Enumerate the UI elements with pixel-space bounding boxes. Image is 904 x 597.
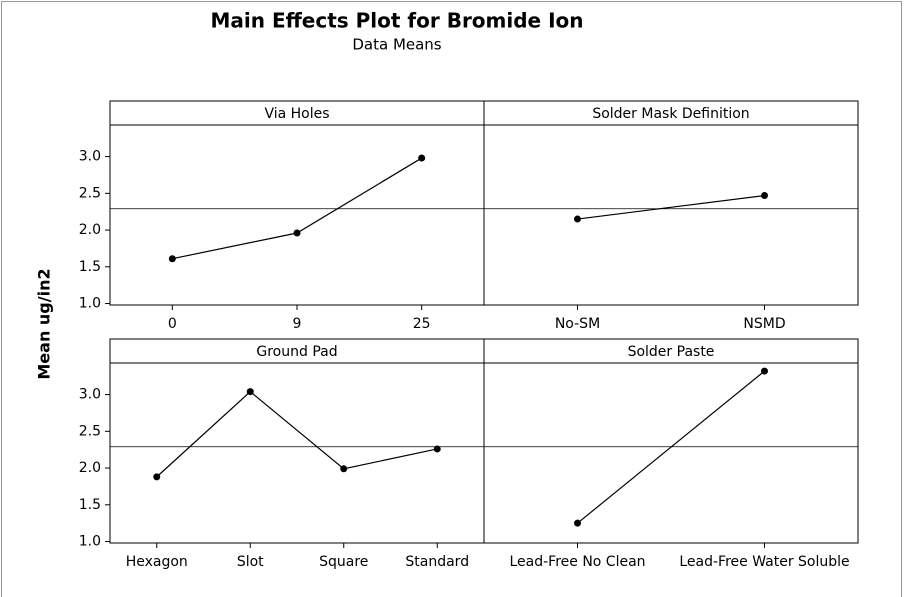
point (293, 229, 301, 237)
effect-line (156, 390, 438, 478)
panel-header (109, 100, 485, 126)
point (574, 519, 581, 527)
panel-header (483, 100, 859, 126)
y-tick-label: 3.0 (79, 387, 101, 403)
panel-title: Solder Paste (628, 344, 715, 360)
point (340, 465, 348, 473)
point (153, 473, 161, 481)
plot-area (109, 362, 485, 544)
y-tick-label: 2.0 (79, 222, 101, 238)
x-tick-label: Lead-Free No Clean (509, 554, 645, 570)
point (761, 192, 768, 200)
point (168, 255, 176, 263)
point (433, 445, 441, 453)
y-tick-label: 1.5 (79, 497, 101, 513)
y-tick-label: 2.5 (79, 423, 101, 439)
effect-line (577, 370, 765, 524)
plot-area (109, 124, 485, 306)
y-axis-label: Mean ug/in2 (35, 268, 54, 379)
y-tick-label: 2.0 (79, 460, 101, 476)
point (574, 215, 581, 223)
y-tick-label: 2.5 (79, 185, 101, 201)
panel-title: Via Holes (264, 106, 329, 122)
y-tick-label: 1.0 (79, 296, 101, 312)
y-tick-label: 1.0 (79, 534, 101, 550)
x-tick-label: Hexagon (126, 554, 188, 570)
x-tick-label: No-SM (555, 316, 600, 332)
chart-title: Main Effects Plot for Bromide Ion (210, 9, 583, 33)
point (418, 154, 426, 162)
x-tick-label: Standard (405, 554, 469, 570)
point (246, 388, 254, 396)
y-tick-label: 1.5 (79, 259, 101, 275)
x-tick-label: Square (319, 554, 368, 570)
point (761, 367, 768, 375)
panel-title: Solder Mask Definition (592, 106, 749, 122)
x-tick-label: Slot (237, 554, 264, 570)
panel-title: Ground Pad (256, 344, 337, 360)
x-tick-label: 25 (413, 316, 431, 332)
x-tick-label: NSMD (743, 316, 785, 332)
plot-area (483, 362, 859, 544)
effect-line (577, 194, 765, 220)
plot-area (483, 124, 859, 306)
y-tick-label: 3.0 (79, 149, 101, 165)
chart-subtitle: Data Means (352, 36, 441, 54)
x-tick-label: Lead-Free Water Soluble (679, 554, 849, 570)
panel-header (483, 338, 859, 364)
x-tick-label: 0 (168, 316, 177, 332)
x-tick-label: 9 (293, 316, 302, 332)
